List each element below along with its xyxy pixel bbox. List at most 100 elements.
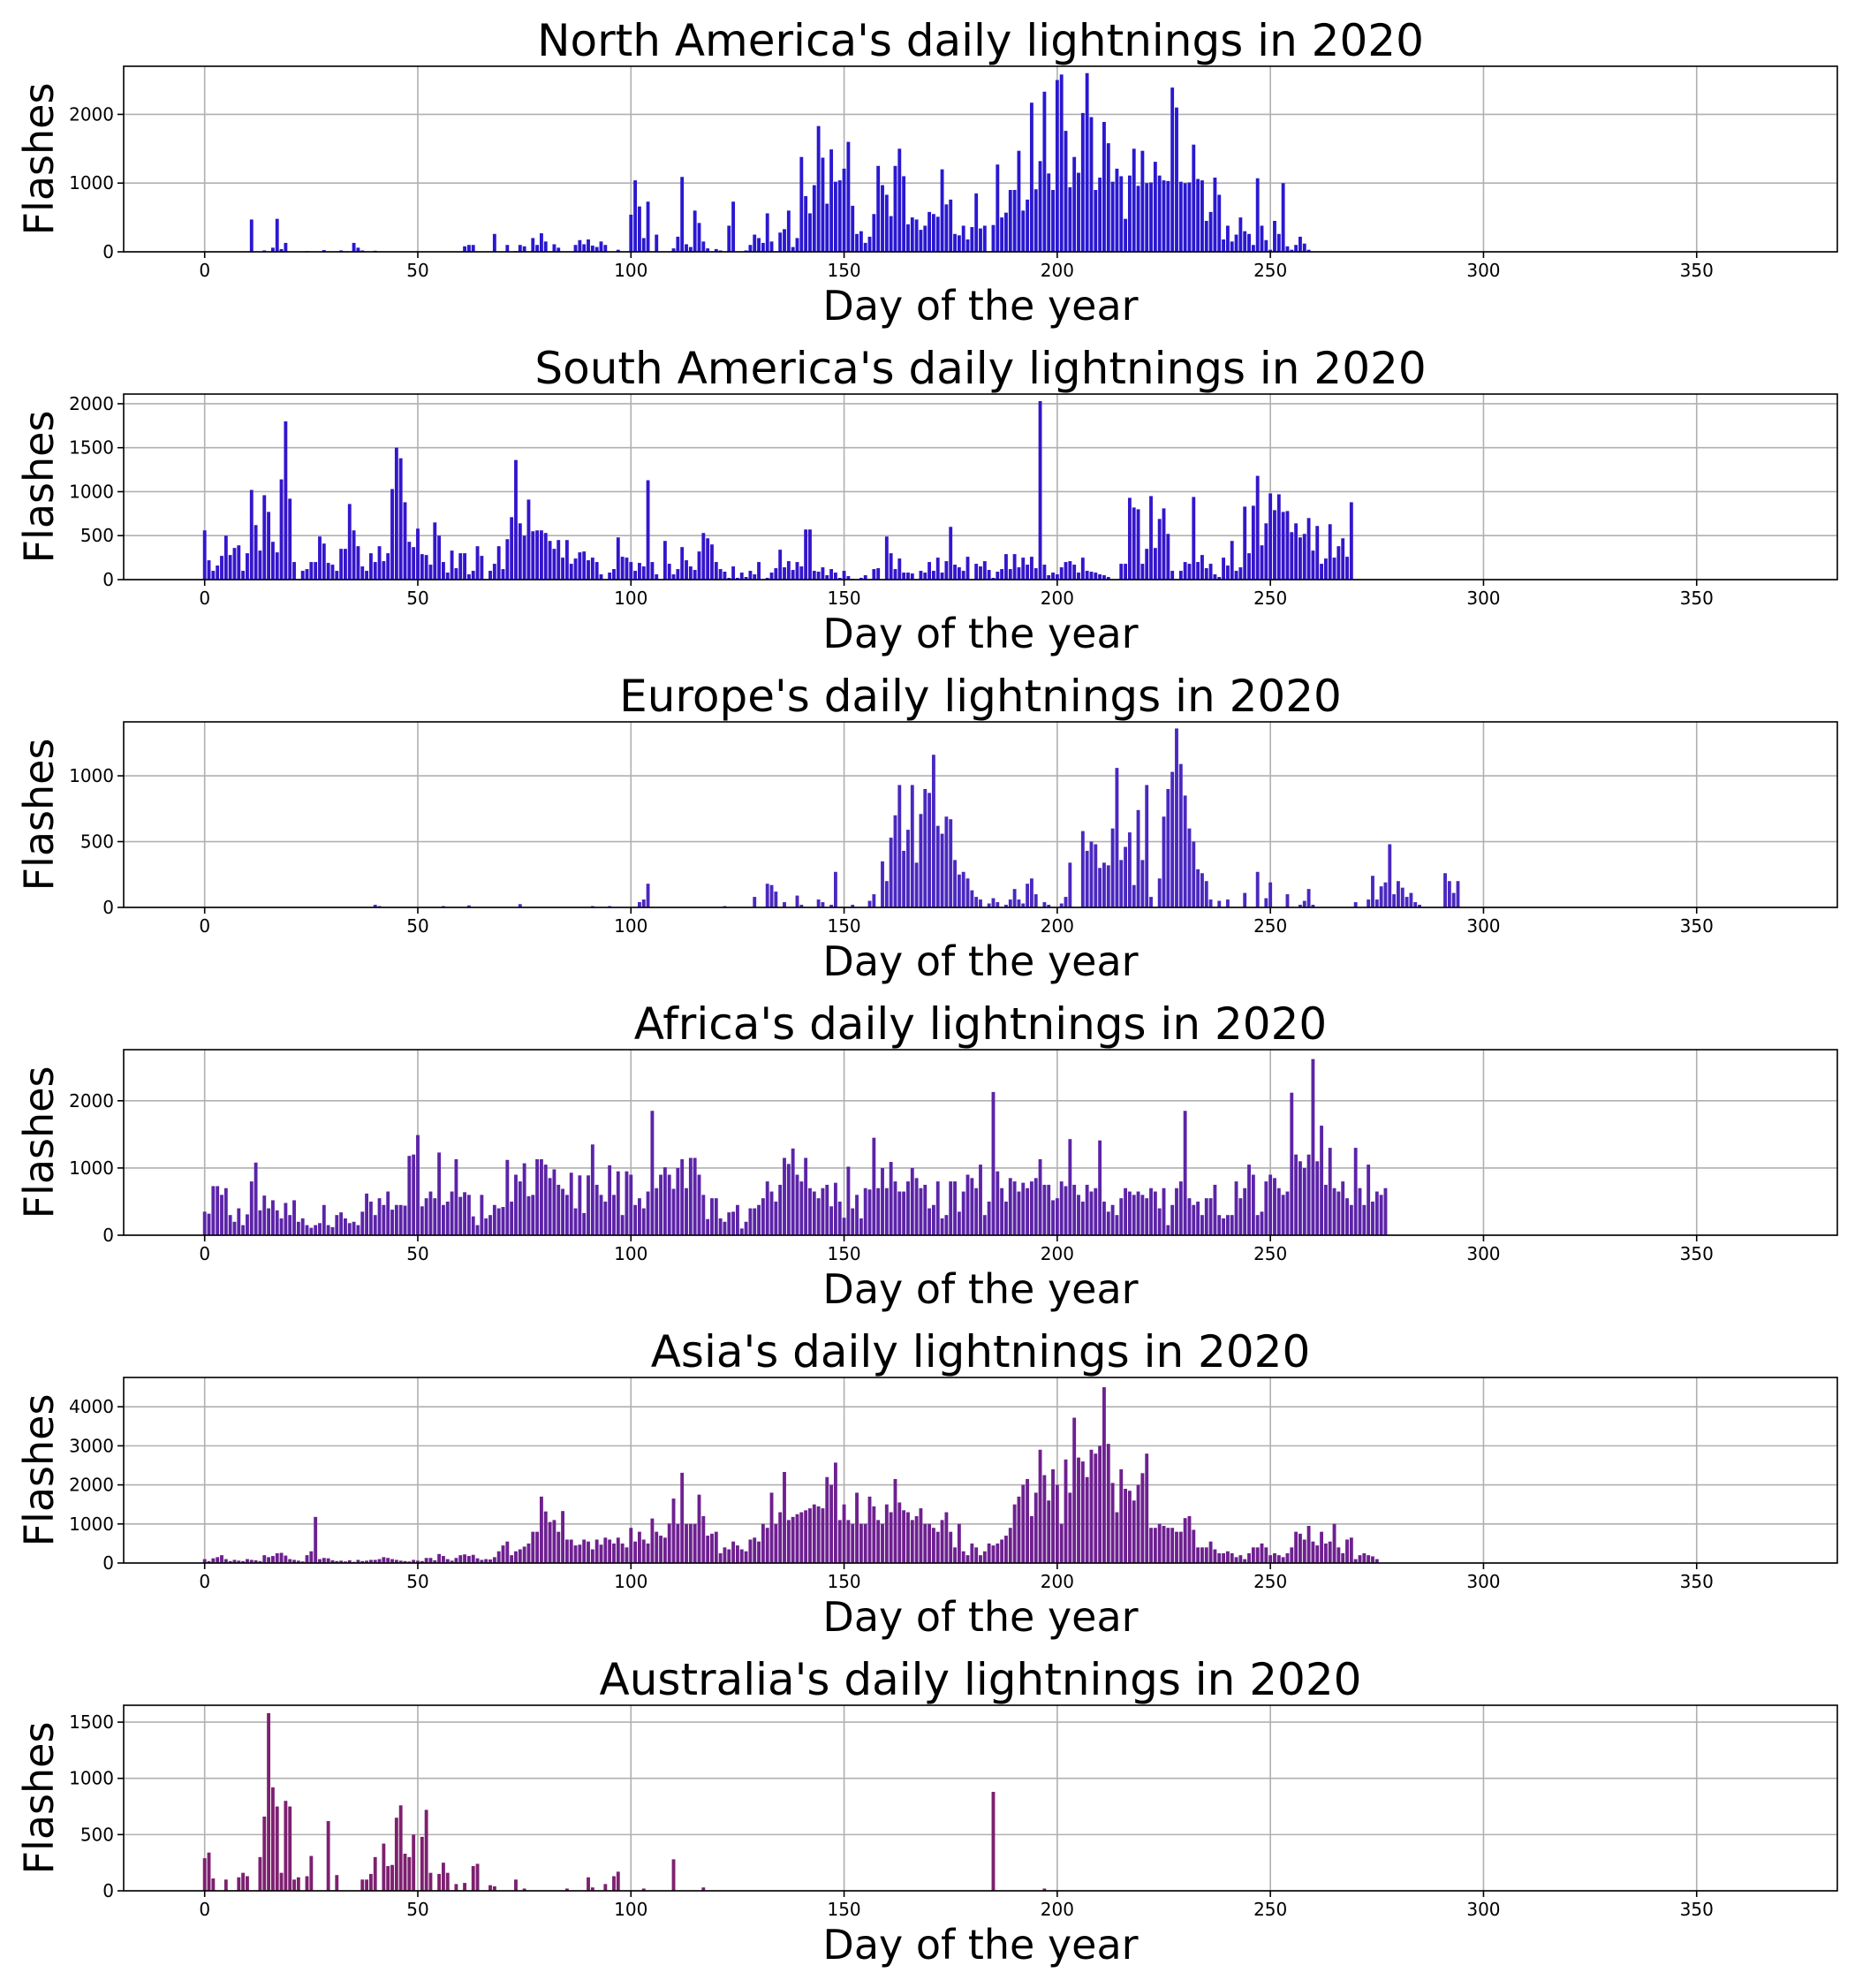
- bar: [910, 1520, 914, 1563]
- bar: [564, 1539, 569, 1563]
- bar: [543, 1165, 548, 1235]
- bar: [1021, 210, 1026, 252]
- bar: [680, 1472, 685, 1563]
- bar: [1192, 1204, 1196, 1235]
- bar: [1264, 523, 1268, 580]
- bar: [1306, 889, 1311, 907]
- bar: [753, 574, 757, 580]
- bar: [309, 1855, 314, 1891]
- bar: [377, 1559, 382, 1563]
- bar: [991, 1545, 996, 1563]
- bar: [1273, 1178, 1276, 1235]
- bar: [1208, 1541, 1213, 1563]
- bar: [987, 1543, 991, 1563]
- bar: [1196, 178, 1200, 252]
- bar: [292, 562, 296, 580]
- bar: [587, 1541, 590, 1563]
- bar: [322, 1204, 326, 1235]
- bar: [825, 575, 829, 580]
- bar: [1166, 788, 1170, 907]
- bar: [535, 1159, 540, 1235]
- bar: [769, 1191, 774, 1235]
- bar: [578, 1544, 582, 1563]
- bar: [778, 1512, 783, 1563]
- bar: [1017, 567, 1021, 580]
- bar: [1345, 1198, 1349, 1235]
- bar: [556, 1184, 561, 1235]
- bar: [688, 247, 693, 252]
- bar: [1234, 1181, 1238, 1235]
- x-axis-label: Day of the year: [822, 1265, 1138, 1313]
- bar: [228, 1215, 232, 1235]
- bar: [821, 1187, 825, 1235]
- bar: [1055, 80, 1059, 252]
- bar: [292, 1200, 296, 1235]
- bar: [526, 499, 531, 580]
- bar: [1080, 831, 1085, 907]
- plot-frame: [123, 393, 1838, 580]
- bar: [1115, 768, 1119, 907]
- bar: [1336, 546, 1341, 580]
- bar: [450, 1560, 454, 1563]
- bar: [808, 213, 812, 252]
- x-tick-label: 100: [614, 588, 647, 609]
- bar: [433, 522, 437, 580]
- bar: [1136, 509, 1140, 580]
- bar: [855, 233, 859, 252]
- bar: [1068, 1492, 1072, 1563]
- bar: [202, 530, 207, 580]
- bar: [314, 1516, 318, 1563]
- bar: [1021, 1182, 1026, 1235]
- bar: [765, 213, 769, 252]
- bar: [786, 210, 791, 252]
- bar: [254, 525, 258, 580]
- bar: [816, 1506, 821, 1563]
- bar: [1290, 249, 1294, 252]
- bar: [505, 539, 510, 580]
- bar: [799, 905, 804, 907]
- bar: [437, 1553, 442, 1563]
- bar: [454, 1884, 458, 1891]
- bar: [902, 1191, 906, 1235]
- bar: [365, 1879, 369, 1891]
- bar: [296, 1560, 300, 1563]
- bar: [1255, 178, 1260, 252]
- bar: [906, 1181, 910, 1235]
- x-tick-label: 0: [199, 588, 210, 609]
- bar: [914, 219, 919, 252]
- bar: [309, 562, 314, 580]
- bar: [931, 1528, 935, 1563]
- bar: [906, 224, 910, 252]
- bar: [463, 1554, 466, 1563]
- bar: [1298, 537, 1302, 580]
- bar: [616, 537, 620, 580]
- bar: [518, 1181, 522, 1235]
- bar: [1153, 1528, 1157, 1563]
- bar: [1064, 897, 1068, 907]
- bar: [881, 1167, 884, 1235]
- bar: [424, 1810, 428, 1891]
- bar: [249, 1559, 254, 1563]
- bar: [655, 1531, 659, 1563]
- bar: [893, 815, 897, 907]
- bar: [514, 1174, 518, 1235]
- bar: [1306, 1154, 1311, 1235]
- bar: [420, 1560, 424, 1563]
- bar: [697, 1494, 701, 1563]
- bar: [979, 1555, 982, 1563]
- bar: [279, 1218, 284, 1235]
- bar: [552, 549, 556, 580]
- bar: [1145, 183, 1149, 252]
- bar: [1008, 899, 1012, 907]
- bar: [1042, 565, 1047, 580]
- bar: [246, 1876, 249, 1891]
- bar: [1255, 1547, 1260, 1563]
- bar: [1290, 1547, 1294, 1563]
- bar: [718, 1218, 723, 1235]
- bar: [1140, 1195, 1145, 1235]
- bar: [616, 1871, 620, 1891]
- bar: [778, 550, 783, 580]
- bar: [1400, 887, 1404, 907]
- bar: [1077, 1457, 1080, 1563]
- x-tick-label: 0: [199, 260, 210, 281]
